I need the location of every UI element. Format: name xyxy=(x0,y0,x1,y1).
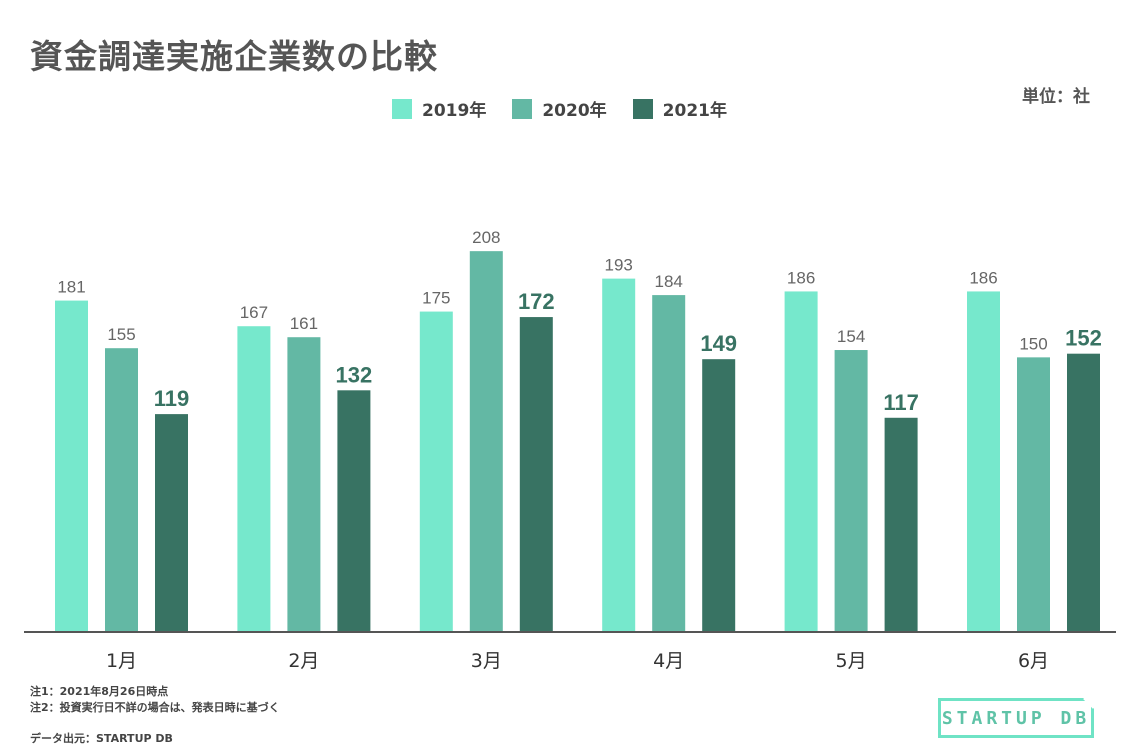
data-label-2019-6: 186 xyxy=(969,268,997,287)
bar-2020-1 xyxy=(105,348,138,632)
data-label-2021-4: 149 xyxy=(700,331,737,356)
bar-2021-5 xyxy=(884,417,918,632)
bar-2019-1 xyxy=(55,300,88,632)
legend-item-2019: 2019年 xyxy=(392,96,486,121)
data-label-2019-5: 186 xyxy=(787,268,815,287)
data-label-2019-2: 167 xyxy=(240,303,268,322)
data-label-2021-2: 132 xyxy=(336,362,373,387)
data-label-2020-4: 184 xyxy=(655,272,683,291)
legend-label-2020: 2020年 xyxy=(542,101,607,121)
legend-swatch-2020 xyxy=(512,98,533,119)
data-label-2019-4: 193 xyxy=(605,256,633,275)
bar-2019-5 xyxy=(784,291,818,632)
bar-2021-2 xyxy=(337,390,371,632)
data-label-2019-1: 181 xyxy=(57,278,85,297)
notes: 注1：2021年8月26日時点 注2：投資実行日不詳の場合は、発表日時に基づく xyxy=(30,684,280,716)
bar-2021-6 xyxy=(1067,353,1100,632)
legend-label-2021: 2021年 xyxy=(662,101,727,121)
x-tick-label-2: 2月 xyxy=(288,650,319,672)
bar-2020-4 xyxy=(652,295,686,632)
data-label-2021-6: 152 xyxy=(1065,326,1102,351)
bar-2019-3 xyxy=(419,311,453,632)
bar-2019-2 xyxy=(237,326,271,632)
chart-title: 資金調達実施企業数の比較 xyxy=(30,37,438,76)
note-1: 注1：2021年8月26日時点 xyxy=(30,685,169,698)
data-label-2021-3: 172 xyxy=(518,289,555,314)
x-tick-label-5: 5月 xyxy=(836,650,867,672)
bar-2019-4 xyxy=(602,278,636,632)
bar-2021-1 xyxy=(155,414,188,632)
x-tick-label-4: 4月 xyxy=(653,650,684,672)
data-label-2020-3: 208 xyxy=(472,228,500,247)
legend-swatch-2021 xyxy=(632,98,653,119)
legend-item-2021: 2021年 xyxy=(632,96,727,121)
x-tick-label-3: 3月 xyxy=(471,650,502,672)
bar-2021-4 xyxy=(702,359,736,632)
bar-2020-5 xyxy=(834,350,868,632)
legend-label-2019: 2019年 xyxy=(422,101,487,121)
legend: 2019年 2020年 2021年 xyxy=(392,96,727,121)
source-text: データ出元：STARTUP DB xyxy=(30,732,173,745)
unit-label: 単位：社 xyxy=(1022,87,1090,107)
data-label-2019-3: 175 xyxy=(422,289,450,308)
data-label-2021-5: 117 xyxy=(883,390,919,415)
x-tick-label-1: 1月 xyxy=(106,650,137,672)
bar-2019-6 xyxy=(967,291,1000,632)
legend-item-2020: 2020年 xyxy=(512,96,607,121)
bar-2020-6 xyxy=(1017,357,1050,632)
bar-chart: 181 155 119 1月 167 161 132 2月 175 208 172 3月 193 184 1… xyxy=(24,228,1116,672)
bar-2021-3 xyxy=(519,317,553,632)
data-label-2020-6: 150 xyxy=(1019,334,1047,353)
bar-2020-2 xyxy=(287,337,321,632)
bar-2020-3 xyxy=(469,251,503,633)
note-2: 注2：投資実行日不詳の場合は、発表日時に基づく xyxy=(30,701,280,714)
x-tick-label-6: 6月 xyxy=(1018,650,1049,672)
legend-swatch-2019 xyxy=(392,98,412,119)
data-label-2020-1: 155 xyxy=(107,325,135,344)
data-label-2020-2: 161 xyxy=(290,314,318,333)
data-label-2021-1: 119 xyxy=(154,386,190,411)
startup-db-logo: STARTUP DB xyxy=(938,698,1094,738)
data-label-2020-5: 154 xyxy=(837,327,865,346)
